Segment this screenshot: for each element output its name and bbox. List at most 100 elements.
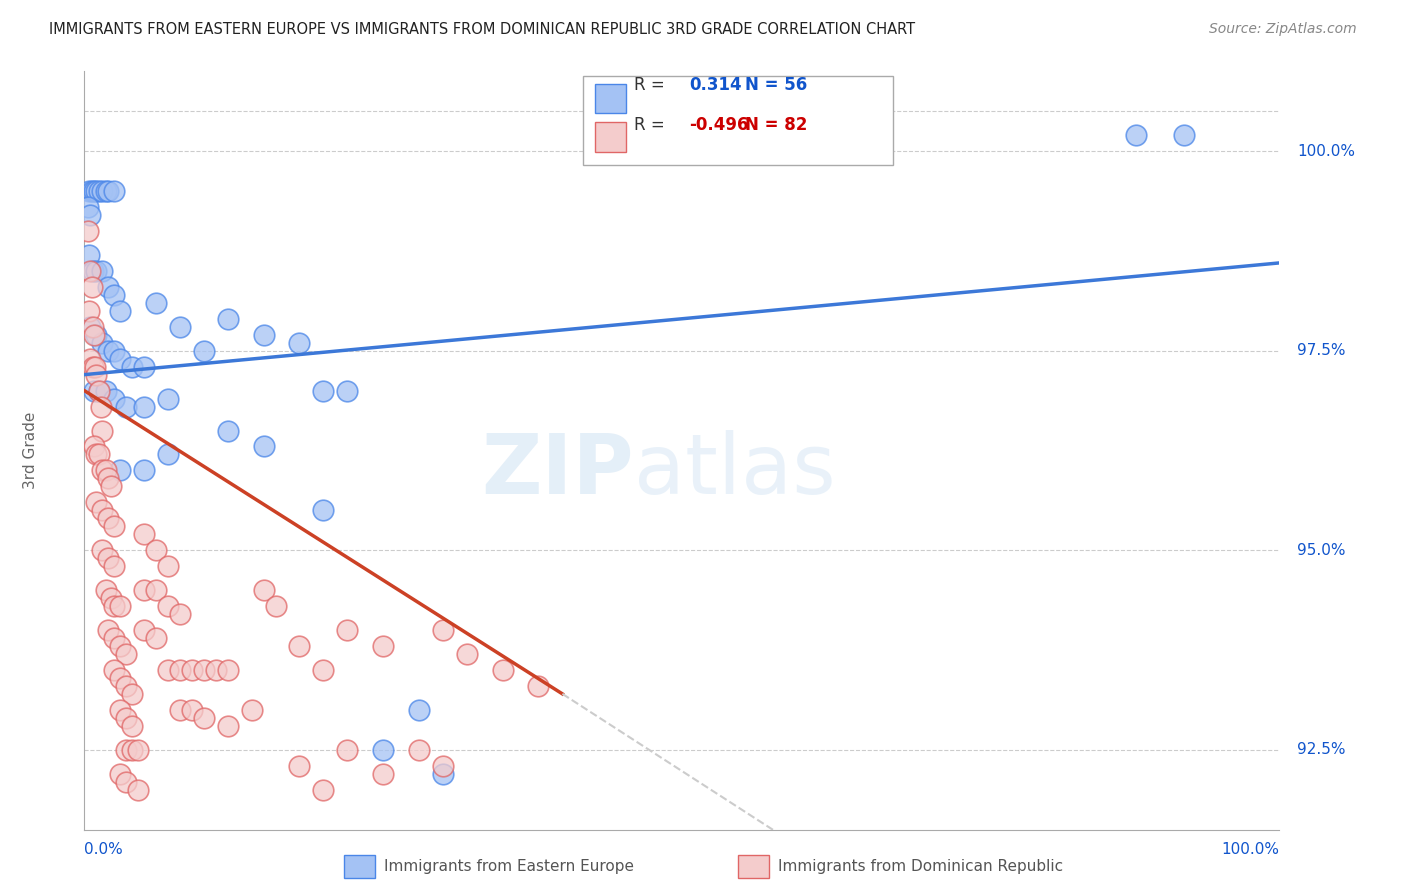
Point <box>132 583 156 598</box>
Point <box>86 264 108 278</box>
Point <box>91 184 114 198</box>
Point <box>169 703 191 717</box>
Point <box>103 559 125 574</box>
Text: atlas: atlas <box>634 430 835 511</box>
Point <box>132 463 156 477</box>
Point <box>132 400 156 414</box>
Point <box>97 184 120 198</box>
Point <box>193 343 215 358</box>
Point <box>91 264 114 278</box>
Point <box>121 743 143 757</box>
Point <box>97 471 120 485</box>
Point <box>87 384 110 398</box>
Point <box>83 327 105 342</box>
Point <box>432 623 454 637</box>
Text: Source: ZipAtlas.com: Source: ZipAtlas.com <box>1209 22 1357 37</box>
Point <box>132 527 156 541</box>
Point <box>492 663 515 677</box>
Point <box>132 359 156 374</box>
Point <box>97 623 120 637</box>
Point <box>1125 128 1147 143</box>
Point <box>253 440 276 454</box>
Text: IMMIGRANTS FROM EASTERN EUROPE VS IMMIGRANTS FROM DOMINICAN REPUBLIC 3RD GRADE C: IMMIGRANTS FROM EASTERN EUROPE VS IMMIGR… <box>49 22 915 37</box>
Point <box>264 599 287 613</box>
Text: Immigrants from Eastern Europe: Immigrants from Eastern Europe <box>384 859 634 873</box>
Point <box>157 663 180 677</box>
Point <box>193 711 215 725</box>
Point <box>115 400 138 414</box>
Text: Immigrants from Dominican Republic: Immigrants from Dominican Republic <box>778 859 1063 873</box>
Point <box>82 319 104 334</box>
Point <box>110 351 132 366</box>
Point <box>115 647 138 661</box>
Point <box>94 384 117 398</box>
Point <box>77 184 100 198</box>
Point <box>82 264 104 278</box>
Point <box>110 671 132 685</box>
Point <box>83 440 105 454</box>
Point <box>77 303 100 318</box>
Text: N = 56: N = 56 <box>745 76 807 94</box>
Point <box>87 447 110 461</box>
Point <box>157 559 180 574</box>
Point <box>87 384 110 398</box>
Point <box>336 623 359 637</box>
Point <box>100 591 122 606</box>
Point <box>312 782 335 797</box>
Text: 95.0%: 95.0% <box>1298 542 1346 558</box>
Point <box>217 663 239 677</box>
Point <box>103 343 125 358</box>
Point <box>456 647 478 661</box>
Point <box>121 719 143 733</box>
Point <box>77 248 100 262</box>
Point <box>86 327 108 342</box>
Point <box>94 184 117 198</box>
Point <box>86 447 108 461</box>
Point <box>110 303 132 318</box>
Point <box>110 463 132 477</box>
Point <box>91 543 114 558</box>
Point <box>121 359 143 374</box>
Point <box>115 743 138 757</box>
Point <box>157 392 180 406</box>
Point <box>84 359 107 374</box>
Point <box>121 687 143 701</box>
Point <box>132 623 156 637</box>
Point <box>288 639 311 653</box>
Point <box>373 639 395 653</box>
Point <box>79 351 101 366</box>
Point <box>288 335 311 350</box>
Text: 100.0%: 100.0% <box>1222 841 1279 856</box>
Point <box>217 311 239 326</box>
Point <box>110 766 132 780</box>
Point <box>169 607 191 621</box>
Point <box>1173 128 1195 143</box>
Point <box>145 583 167 598</box>
Point <box>77 224 100 238</box>
Point <box>103 392 125 406</box>
Point <box>288 758 311 772</box>
Point <box>77 200 100 214</box>
Point <box>97 551 120 566</box>
Point <box>79 319 101 334</box>
Text: 3rd Grade: 3rd Grade <box>22 412 38 489</box>
Point <box>145 543 167 558</box>
Point <box>100 479 122 493</box>
Point <box>217 719 239 733</box>
Point <box>103 519 125 533</box>
Text: 100.0%: 100.0% <box>1298 144 1355 159</box>
Point <box>94 463 117 477</box>
Text: ZIP: ZIP <box>482 430 634 511</box>
Point <box>91 463 114 477</box>
Point <box>312 503 335 517</box>
Point <box>91 335 114 350</box>
Point <box>240 703 263 717</box>
Point <box>169 319 191 334</box>
Point <box>94 583 117 598</box>
Text: 92.5%: 92.5% <box>1298 742 1346 757</box>
Point <box>97 280 120 294</box>
Point <box>83 184 105 198</box>
Point <box>373 766 395 780</box>
Point <box>79 264 101 278</box>
Point <box>312 663 335 677</box>
